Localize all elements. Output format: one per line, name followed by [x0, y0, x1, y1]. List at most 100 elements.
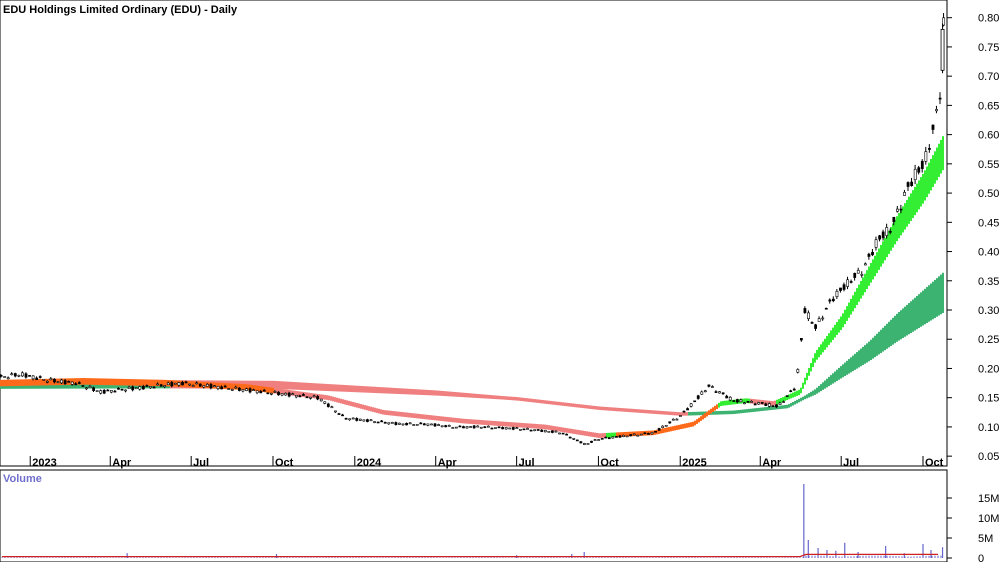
candle-body	[109, 390, 113, 393]
short-ma-band-slice	[280, 388, 282, 395]
candle-body	[942, 17, 946, 26]
short-ma-band-slice	[586, 431, 588, 437]
long-ma-band-slice	[518, 397, 520, 401]
candle-body	[454, 426, 458, 429]
short-ma-band-slice	[330, 396, 332, 401]
long-ma-band-slice	[412, 389, 414, 395]
date-tick-label: 2023	[32, 457, 56, 469]
long-ma-band-slice	[556, 401, 558, 406]
candle-body	[892, 216, 896, 222]
short-ma-band-slice	[618, 432, 620, 437]
short-ma-band-slice	[102, 378, 104, 386]
short-ma-band-slice	[338, 398, 340, 403]
short-ma-band-slice	[738, 399, 740, 404]
long-ma-band-slice	[310, 383, 312, 391]
short-ma-band-slice	[562, 427, 564, 433]
long-ma-band-slice	[358, 385, 360, 393]
long-ma-band-slice	[394, 387, 396, 394]
short-ma-band-slice	[442, 416, 444, 422]
long-ma-band-slice	[528, 398, 530, 402]
short-ma-band-slice	[870, 262, 872, 283]
short-ma-band-slice	[942, 136, 944, 171]
long-ma-band-slice	[452, 391, 454, 397]
candle-body	[536, 429, 540, 431]
candle-body	[95, 390, 99, 392]
short-ma-band-slice	[304, 392, 306, 398]
short-ma-band-slice	[116, 378, 118, 386]
candle-body	[241, 389, 245, 392]
short-ma-band-slice	[788, 394, 790, 400]
candle-body	[643, 432, 647, 435]
candle-body	[31, 375, 35, 380]
long-ma-band-slice	[876, 333, 878, 356]
long-ma-band-slice	[284, 381, 286, 390]
short-ma-band-slice	[674, 425, 676, 431]
short-ma-band-slice	[236, 383, 238, 390]
long-ma-band-slice	[378, 387, 380, 394]
long-ma-band-slice	[790, 403, 792, 407]
long-ma-band-slice	[560, 402, 562, 406]
short-ma-band-slice	[658, 429, 660, 434]
long-ma-band-slice	[564, 402, 566, 407]
short-ma-band-slice	[240, 383, 242, 390]
long-ma-band-slice	[796, 399, 798, 404]
long-ma-band-slice	[626, 408, 628, 412]
short-ma-band-slice	[146, 379, 148, 386]
short-ma-band-slice	[158, 379, 160, 387]
short-ma-band-slice	[264, 386, 266, 393]
short-ma-band-slice	[28, 379, 30, 386]
short-ma-band-slice	[648, 430, 650, 436]
short-ma-band-slice	[6, 379, 8, 387]
short-ma-band-slice	[22, 379, 24, 386]
short-ma-band-slice	[682, 424, 684, 429]
candle-body	[42, 379, 46, 381]
long-ma-band-slice	[294, 382, 296, 390]
candle-body	[860, 274, 864, 276]
long-ma-band-slice	[896, 313, 898, 342]
short-ma-band-slice	[810, 363, 812, 372]
short-ma-band-slice	[926, 166, 928, 198]
long-ma-band-slice	[752, 408, 754, 412]
long-ma-band-slice	[568, 402, 570, 407]
long-ma-band-slice	[868, 341, 870, 362]
short-ma-band-slice	[716, 404, 718, 410]
short-ma-band-slice	[352, 401, 354, 407]
short-ma-band-slice	[686, 423, 688, 428]
long-ma-band-slice	[778, 405, 780, 410]
candle-body	[408, 422, 412, 425]
long-ma-band-slice	[532, 398, 534, 403]
long-ma-band-slice	[428, 389, 430, 396]
short-ma-band-slice	[508, 421, 510, 427]
short-ma-band-slice	[636, 431, 638, 437]
long-ma-band-slice	[420, 389, 422, 395]
candle-body	[202, 385, 206, 388]
candle-body	[120, 388, 124, 391]
candle-body	[45, 381, 49, 383]
candle-body	[373, 421, 376, 423]
candle-body	[141, 385, 145, 390]
short-ma-band-slice	[70, 378, 72, 385]
short-ma-band-slice	[792, 392, 794, 398]
short-ma-band-slice	[380, 409, 382, 415]
candle-body	[252, 389, 256, 391]
candle-body	[355, 418, 359, 421]
long-ma-band-slice	[918, 294, 920, 328]
candle-body	[134, 387, 138, 390]
long-ma-band-slice	[926, 287, 928, 323]
short-ma-band-slice	[882, 241, 884, 264]
long-ma-band-slice	[636, 409, 638, 413]
candle-body	[366, 419, 369, 422]
long-ma-band-slice	[340, 384, 342, 392]
short-ma-band-slice	[354, 402, 356, 408]
short-ma-band-slice	[412, 413, 414, 418]
short-ma-band-slice	[4, 379, 6, 387]
long-ma-band-slice	[410, 388, 412, 395]
long-ma-band-slice	[600, 406, 602, 411]
short-ma-band-slice	[324, 394, 326, 400]
short-ma-band-slice	[290, 390, 292, 396]
candle-body	[622, 434, 625, 437]
short-ma-band-slice	[228, 383, 230, 390]
long-ma-band-slice	[520, 397, 522, 402]
candle-body	[444, 425, 448, 428]
short-ma-band-slice	[406, 412, 408, 418]
